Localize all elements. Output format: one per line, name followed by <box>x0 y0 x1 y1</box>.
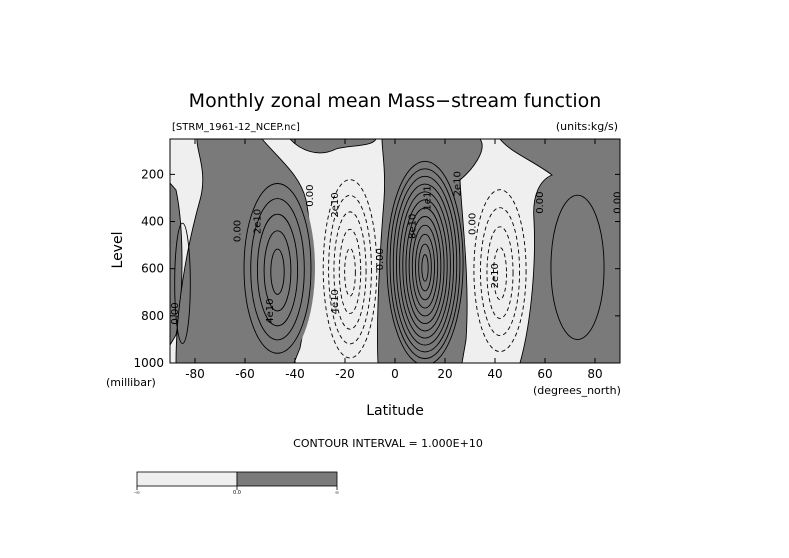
positive-region-3 <box>283 139 377 154</box>
x-tick-label: 40 <box>487 367 502 381</box>
winter-hadley-cell-contour-8 <box>408 216 442 317</box>
winter-hadley-cell-contour-10 <box>415 233 435 301</box>
south-hadley-cell-contour-5 <box>270 248 285 295</box>
contour-interval-label: CONTOUR INTERVAL = 1.000E+10 <box>293 437 483 450</box>
units-label: (units:kg/s) <box>556 120 618 133</box>
south-polar-cell-contour-1 <box>174 222 191 344</box>
x-tick-label: -60 <box>235 367 255 381</box>
winter-hadley-cell-contour-6 <box>402 199 448 332</box>
y-tick-label: 400 <box>141 215 164 229</box>
x-axis-label: Latitude <box>366 403 424 419</box>
north-polar-cell-contour-1 <box>550 194 605 340</box>
contour-label-7: 0.00 <box>375 248 386 270</box>
y-tick-label: 200 <box>141 167 164 181</box>
y-axis-ticks: 200 400 600 800 1000 <box>133 167 620 370</box>
contour-label-0: 0.00 <box>170 302 181 324</box>
south-hadley-cell <box>240 174 315 362</box>
colorbar-label-min: -∞ <box>134 490 140 496</box>
winter-hadley-cell-contour-2 <box>389 168 461 360</box>
positive-region-5 <box>499 139 620 363</box>
south-hadley-cell-contour-2 <box>250 198 305 341</box>
contour-field <box>170 139 620 363</box>
south-ferrel-cell <box>322 179 378 359</box>
south-ferrel-cell-contour-2 <box>328 194 372 345</box>
winter-hadley-cell-contour-4 <box>395 183 455 346</box>
contour-label-8: 8e10 <box>408 214 419 239</box>
north-ferrel-cell <box>473 189 527 353</box>
x-tick-label: 60 <box>537 367 552 381</box>
contour-label-6: 4e10 <box>330 289 341 314</box>
colorbar-negative-swatch <box>136 471 238 487</box>
colorbar: -∞ 0.0 ∞ <box>134 471 339 496</box>
winter-hadley-cell-contour-3 <box>392 175 458 353</box>
north-ferrel-cell-contour-1 <box>473 189 527 353</box>
south-ferrel-cell-contour-4 <box>338 228 362 314</box>
contour-label-11: 0.00 <box>468 213 479 235</box>
contour-label-3: 4e10 <box>265 299 276 324</box>
colorbar-label-max: ∞ <box>335 490 339 496</box>
y-unit-label: (millibar) <box>106 376 156 389</box>
north-ferrel-cell-contour-3 <box>486 226 514 319</box>
colorbar-positive-swatch <box>236 471 338 487</box>
winter-hadley-cell-contour-9 <box>411 224 439 309</box>
winter-hadley-cell-contour-7 <box>405 207 445 324</box>
positive-region-1 <box>170 182 183 346</box>
south-hadley-cell-contour-4 <box>263 230 292 312</box>
south-polar-cell <box>174 222 191 344</box>
y-tick-label: 1000 <box>133 356 164 370</box>
x-tick-label: 80 <box>587 367 602 381</box>
y-axis-label: Level <box>110 232 126 269</box>
winter-hadley-cell-contour-5 <box>399 191 451 339</box>
chart-title: Monthly zonal mean Mass−stream function <box>189 90 602 112</box>
contour-label-12: 2e10 <box>490 263 501 288</box>
south-ferrel-cell-contour-5 <box>344 248 356 297</box>
contour-label-1: 0.00 <box>233 220 244 242</box>
south-hadley-cell-contour-3 <box>256 213 299 327</box>
y-tick-label: 600 <box>141 262 164 276</box>
contour-label-14: 0.00 <box>613 192 624 214</box>
colorbar-label-zero: 0.0 <box>233 490 241 496</box>
x-tick-label: -40 <box>285 367 305 381</box>
winter-hadley-cell-contour-11 <box>418 243 432 292</box>
x-unit-label: (degrees_north) <box>533 384 621 397</box>
winter-hadley-cell-contour-1 <box>386 160 464 363</box>
x-tick-label: -80 <box>185 367 205 381</box>
contour-label-10: 2e10 <box>453 171 464 196</box>
winter-hadley-cell <box>385 156 465 363</box>
north-polar-cell <box>550 194 605 340</box>
contour-label-2: 2e10 <box>253 209 264 234</box>
contour-labels: 0.00 0.00 2e10 4e10 0.00 2e10 4e10 0.00 8e10 1e11… <box>170 171 624 324</box>
south-hadley-cell-contour-1 <box>243 183 312 354</box>
winter-hadley-cell-contour-12 <box>421 254 429 282</box>
contour-label-13: 0.00 <box>535 192 546 214</box>
south-ferrel-cell-contour-3 <box>333 211 367 330</box>
x-tick-label: 20 <box>437 367 452 381</box>
south-ferrel-cell-contour-1 <box>322 179 378 359</box>
y-tick-label: 800 <box>141 309 164 323</box>
x-axis-ticks: -80 -60 -40 -20 0 20 40 60 80 <box>185 139 603 381</box>
x-tick-label: -20 <box>335 367 355 381</box>
contour-label-4: 0.00 <box>305 184 316 206</box>
north-ferrel-cell-contour-2 <box>479 207 521 337</box>
contour-label-5: 2e10 <box>330 192 341 217</box>
file-label: [STRM_1961-12_NCEP.nc] <box>172 122 300 133</box>
north-ferrel-cell-contour-4 <box>493 247 507 301</box>
x-tick-label: 0 <box>391 367 399 381</box>
contour-label-9: 1e11 <box>423 185 434 210</box>
